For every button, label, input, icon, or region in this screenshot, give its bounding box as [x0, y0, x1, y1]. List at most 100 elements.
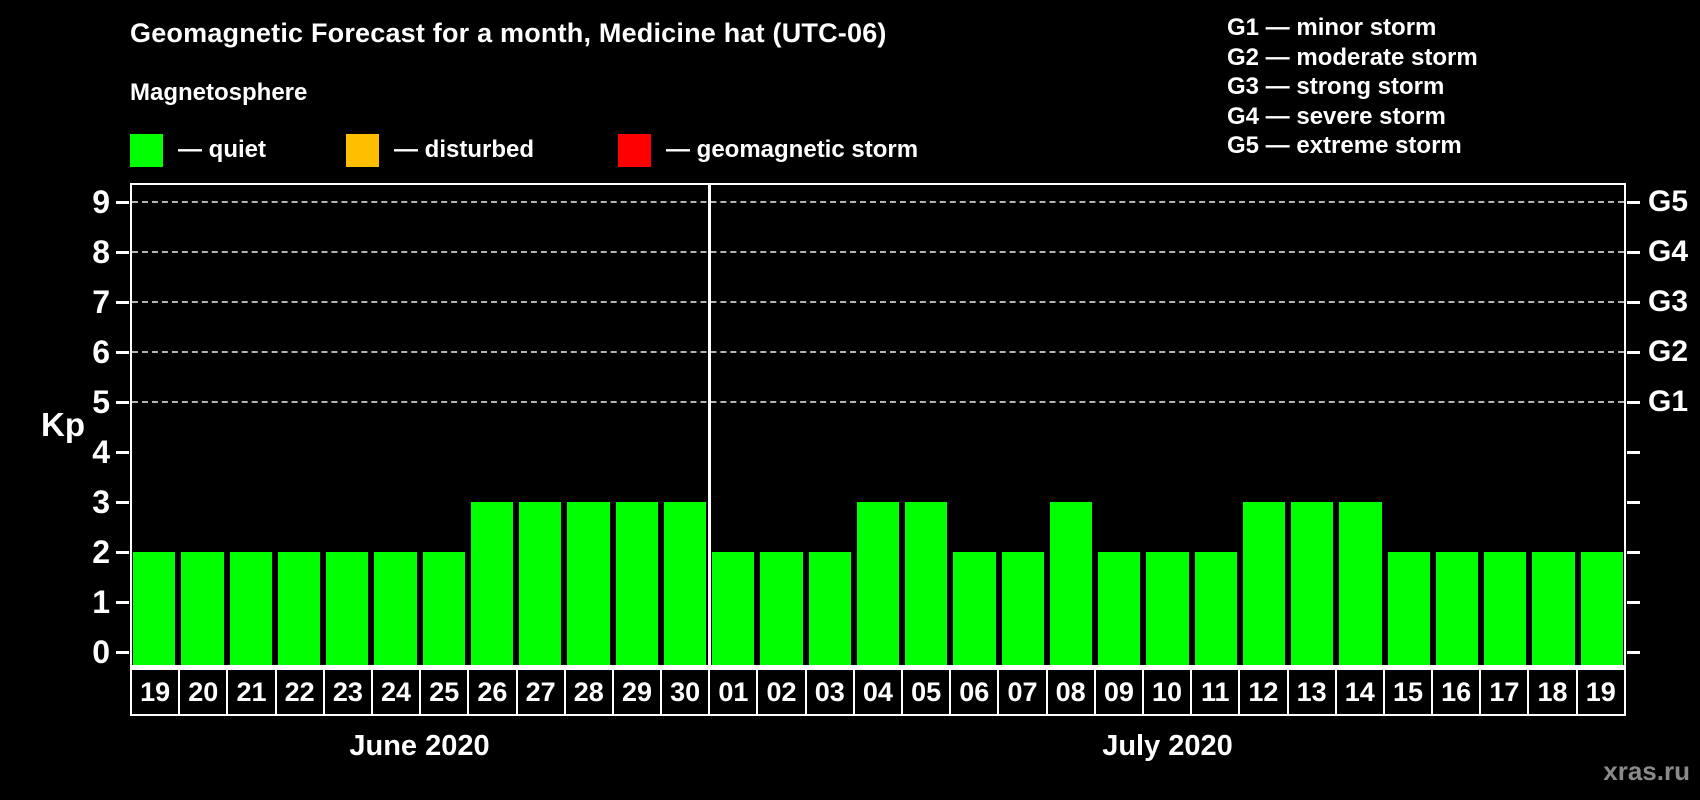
- day-label-july-16: 16: [1433, 670, 1482, 714]
- y-tick-left-1: [116, 600, 129, 604]
- kp-bar-july-12: [1242, 502, 1286, 665]
- y-tick-right-8: [1627, 250, 1640, 254]
- day-axis-row: 19 20 21 22 23 24 25 26 27 28 29 30 01 02 03 04 05 06 07 08…: [130, 668, 1626, 716]
- y-tick-right-7: [1627, 300, 1640, 304]
- y-tick-right-0: [1627, 650, 1640, 654]
- day-label-july-17: 17: [1481, 670, 1530, 714]
- legend-label-disturbed: — disturbed: [394, 136, 535, 163]
- kp-bar-july-17: [1484, 552, 1527, 665]
- magnetosphere-label: Magnetosphere: [130, 79, 308, 106]
- y-tick-label-0: 0: [92, 634, 110, 670]
- plot-area: 0 1 2 3 4 5 6 7 8 9 G1 G2 G3 G4 G5: [92, 183, 1688, 670]
- disturbed-color-swatch: [346, 133, 379, 167]
- kp-bar-june-29: [615, 502, 658, 665]
- kp-bar-june-21: [229, 552, 272, 665]
- gridline-kp7: [132, 301, 1624, 303]
- month-caption-june: June 2020: [349, 730, 490, 762]
- kp-bar-july-13: [1291, 502, 1334, 665]
- gridline-kp6: [132, 351, 1624, 353]
- y-tick-right-5: [1627, 400, 1640, 404]
- kp-bar-july-03: [808, 552, 851, 665]
- y-tick-left-8: [116, 250, 129, 254]
- y-tick-right-9: [1627, 200, 1640, 204]
- quiet-color-swatch: [130, 133, 163, 167]
- y-tick-left-4: [116, 450, 129, 454]
- gridline-kp5: [132, 401, 1624, 403]
- kp-bar-june-27: [519, 502, 562, 665]
- kp-bar-july-07: [1001, 552, 1044, 665]
- kp-bar-june-30: [663, 502, 707, 665]
- day-label-june-19: 19: [132, 670, 181, 714]
- storm-scale-legend: G1 — minor storm G2 — moderate storm G3 …: [1227, 13, 1478, 161]
- day-label-july-08: 08: [1048, 670, 1096, 714]
- kp-bar-july-09: [1098, 552, 1141, 665]
- y-tick-left-7: [116, 300, 129, 304]
- kp-bar-july-04: [856, 502, 900, 665]
- right-axis-label-g3: G3: [1648, 285, 1689, 318]
- day-label-july-12: 12: [1240, 670, 1289, 714]
- day-label-july-19: 19: [1585, 676, 1616, 707]
- plot-border-right: [1624, 183, 1626, 668]
- y-tick-right-4: [1627, 450, 1640, 454]
- kp-bar-june-23: [326, 552, 369, 665]
- gridline-kp8: [132, 251, 1624, 253]
- kp-bar-june-24: [374, 552, 417, 665]
- y-tick-label-6: 6: [92, 334, 110, 370]
- storm-scale-g3: G3 — strong storm: [1227, 73, 1445, 101]
- y-tick-left-3: [116, 500, 129, 504]
- day-label-july-05: 05: [903, 670, 952, 714]
- y-tick-label-2: 2: [92, 534, 110, 570]
- kp-bar-july-15: [1387, 552, 1430, 665]
- day-label-june-23: 23: [325, 670, 373, 714]
- day-label-july-07: 07: [999, 670, 1048, 714]
- storm-scale-g4: G4 — severe storm: [1227, 102, 1446, 130]
- kp-bar-june-22: [277, 552, 321, 665]
- plot-border-top: [130, 183, 1626, 185]
- y-tick-label-8: 8: [92, 234, 110, 270]
- gridline-kp9: [132, 201, 1624, 203]
- y-axis-title: Kp: [41, 406, 85, 443]
- legend-label-geomagnetic-storm: — geomagnetic storm: [666, 136, 919, 163]
- month-caption-july: July 2020: [1102, 730, 1233, 762]
- plot-border-left: [130, 183, 132, 668]
- kp-bar-july-19: [1580, 552, 1623, 665]
- kp-bar-june-25: [422, 552, 465, 665]
- y-tick-label-9: 9: [92, 184, 110, 220]
- plot-border-bottom: [130, 665, 1626, 668]
- day-label-july-03: 03: [807, 670, 855, 714]
- day-label-june-22: 22: [277, 670, 325, 714]
- kp-bar-june-20: [181, 552, 224, 665]
- kp-bar-july-05: [905, 502, 948, 665]
- y-tick-right-3: [1627, 500, 1640, 504]
- day-label-july-11: 11: [1192, 670, 1241, 714]
- day-label-june-30: 30: [662, 670, 711, 714]
- month-separator: [707, 185, 711, 666]
- day-label-july-15: 15: [1385, 670, 1434, 714]
- day-label-july-14: 14: [1337, 670, 1385, 714]
- storm-scale-g2: G2 — moderate storm: [1227, 43, 1478, 71]
- right-axis-label-g2: G2: [1648, 335, 1689, 368]
- y-tick-left-2: [116, 550, 129, 554]
- kp-bar-july-08: [1049, 502, 1093, 665]
- y-tick-right-1: [1627, 600, 1640, 604]
- kp-bar-june-26: [470, 502, 514, 665]
- kp-bar-june-19: [133, 552, 176, 665]
- kp-bar-july-14: [1339, 502, 1382, 665]
- kp-bar-july-11: [1194, 552, 1237, 665]
- kp-bar-july-18: [1532, 552, 1575, 665]
- y-tick-left-6: [116, 350, 129, 354]
- y-tick-right-2: [1627, 550, 1640, 554]
- day-label-july-13: 13: [1289, 670, 1337, 714]
- storm-scale-g5: G5 — extreme storm: [1227, 132, 1462, 160]
- y-tick-label-3: 3: [92, 484, 110, 520]
- kp-bar-july-16: [1435, 552, 1479, 665]
- legend-item-disturbed: — disturbed: [346, 133, 534, 167]
- day-label-july-02: 02: [758, 670, 807, 714]
- day-label-june-20: 20: [180, 670, 229, 714]
- day-label-july-09: 09: [1096, 670, 1144, 714]
- y-tick-left-0: [116, 650, 129, 654]
- kp-bar-july-01: [712, 552, 755, 665]
- day-label-july-18: 18: [1529, 670, 1578, 714]
- geomagnetic-storm-color-swatch: [618, 133, 651, 167]
- y-tick-left-5: [116, 400, 129, 404]
